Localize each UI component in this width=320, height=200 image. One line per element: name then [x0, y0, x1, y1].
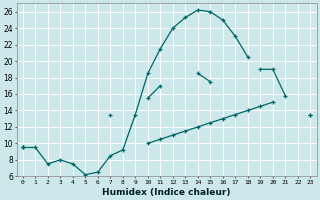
X-axis label: Humidex (Indice chaleur): Humidex (Indice chaleur): [102, 188, 231, 197]
